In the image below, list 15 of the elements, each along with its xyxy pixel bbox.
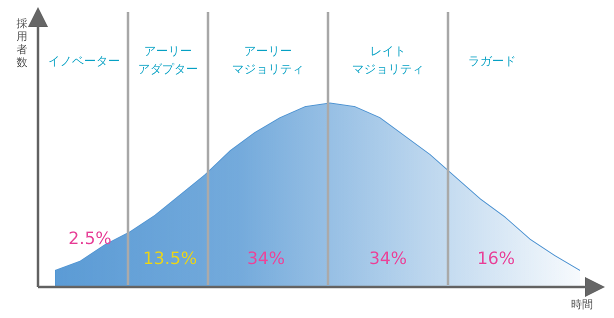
text: マジョリティ [352,62,424,76]
text: マジョリティ [232,62,304,76]
x-axis-title: 時間 [571,298,593,311]
annotation: 2.5% [68,229,112,249]
text: アーリー [244,44,292,58]
annotation: 16% [477,249,515,269]
annotation: 34% [369,249,407,269]
text: アダプター [138,62,198,76]
text: ラガード [468,54,516,68]
annotation: 34% [247,249,285,269]
text: レイト [370,44,406,58]
annotation: 13.5% [142,249,198,269]
y-axis-title: 採用者数 [16,17,28,69]
text: アーリー [144,44,192,58]
text: イノベーター [48,54,120,68]
